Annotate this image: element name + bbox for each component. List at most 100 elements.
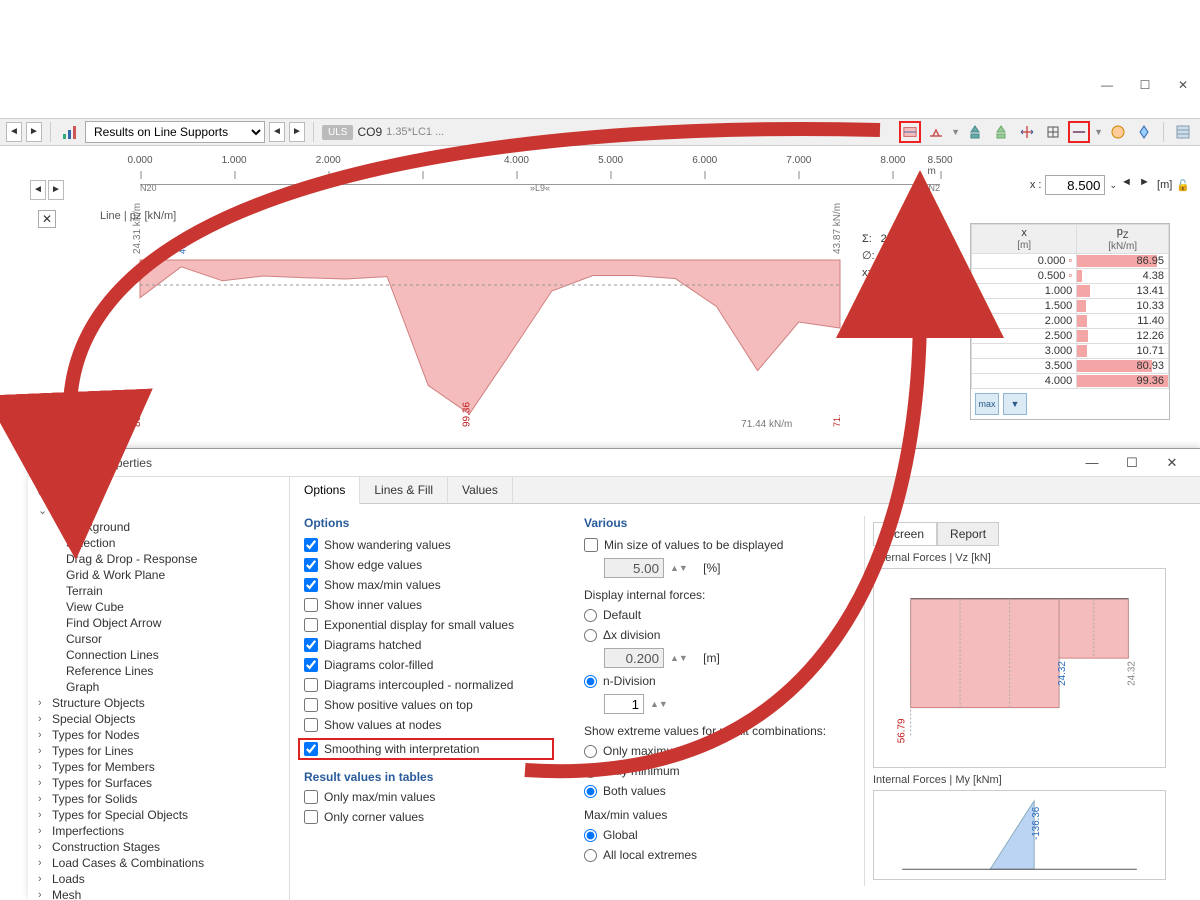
df-radio[interactable] [584,675,597,688]
preview-tab-screen[interactable]: Screen [873,522,937,546]
df-label: Default [603,608,641,622]
ruler-tick: 2.000 [316,155,341,166]
maximize-button[interactable]: ☐ [1138,78,1152,92]
filter-button-2[interactable]: ▼ [1003,393,1027,415]
dx-input[interactable] [604,648,664,668]
ex-radio[interactable] [584,745,597,758]
table-row[interactable]: 0.500 ◦4.38 [972,269,1169,284]
tree-item[interactable]: Imperfections [38,823,279,839]
option-checkbox[interactable] [304,558,318,572]
tool-icon-7[interactable] [1172,121,1194,143]
next-button[interactable]: ► [26,122,42,142]
ex-radio[interactable] [584,765,597,778]
tree-item[interactable]: Mesh [38,887,279,900]
support-icon[interactable] [925,121,947,143]
option-checkbox[interactable] [304,678,318,692]
tree-item[interactable]: Loads [38,871,279,887]
n-input[interactable] [604,694,644,714]
option-checkbox[interactable] [304,538,318,552]
dialog-maximize[interactable]: ☐ [1112,455,1152,471]
min-size-checkbox[interactable] [584,538,598,552]
x-prev[interactable]: ◄ [1121,176,1135,194]
tree-item[interactable]: Special Objects [38,711,279,727]
tool-icon-6[interactable] [1133,121,1155,143]
close-panel-button[interactable]: ✕ [38,210,56,228]
dialog-minimize[interactable]: — [1072,455,1112,470]
x-next[interactable]: ► [1139,176,1153,194]
option-checkbox[interactable] [304,742,318,756]
tree-item[interactable]: Construction Stages [38,839,279,855]
tree-item[interactable]: Graph [38,679,279,695]
tree-item[interactable]: View Cube [38,599,279,615]
minimize-button[interactable]: — [1100,78,1114,92]
tab-options[interactable]: Options [290,477,360,504]
rv-checkbox[interactable] [304,810,318,824]
ex-radio[interactable] [584,785,597,798]
lock-icon[interactable]: 🔓 [1176,179,1190,192]
tool-icon-2[interactable] [990,121,1012,143]
tool-icon-5[interactable] [1107,121,1129,143]
df-radio[interactable] [584,609,597,622]
min-size-input[interactable] [604,558,664,578]
table-row[interactable]: 0.000 ◦86.95 [972,254,1169,269]
tree-item[interactable]: Selection [38,535,279,551]
tree-item[interactable]: Structure Objects [38,695,279,711]
option-checkbox[interactable] [304,598,318,612]
tree-item[interactable]: Types for Special Objects [38,807,279,823]
prev-button[interactable]: ◄ [6,122,22,142]
svg-text:24.31 kN/m: 24.31 kN/m [132,203,143,254]
table-row[interactable]: 2.00011.40 [972,314,1169,329]
table-row[interactable]: 1.00013.41 [972,284,1169,299]
option-checkbox[interactable] [304,638,318,652]
option-checkbox[interactable] [304,698,318,712]
tool-icon-3[interactable] [1016,121,1038,143]
filter-max-button[interactable]: max [975,393,999,415]
tree-item[interactable]: Types for Nodes [38,727,279,743]
results-type-select[interactable]: Results on Line Supports [85,121,265,143]
tree-item[interactable]: Types for Lines [38,743,279,759]
tab-values[interactable]: Values [448,477,513,503]
tree-item[interactable]: Grid & Work Plane [38,567,279,583]
smoothing-icon[interactable] [1068,121,1090,143]
tree-item[interactable]: Drag & Drop - Response [38,551,279,567]
table-row[interactable]: 4.00099.36 [972,374,1169,389]
ex-label: Only maximum [603,744,683,758]
tree-item[interactable]: Background [38,519,279,535]
rv-checkbox[interactable] [304,790,318,804]
dialog-icon: 🛠 [36,456,51,470]
dropdown-prev[interactable]: ◄ [269,122,285,142]
option-checkbox[interactable] [304,578,318,592]
tool-icon-1[interactable] [964,121,986,143]
option-checkbox[interactable] [304,718,318,732]
tree-item[interactable]: Types for Surfaces [38,775,279,791]
dialog-close[interactable]: ✕ [1152,455,1192,471]
tree-item[interactable]: Find Object Arrow [38,615,279,631]
df-radio[interactable] [584,629,597,642]
mm-radio[interactable] [584,829,597,842]
close-button[interactable]: ✕ [1176,78,1190,92]
option-checkbox[interactable] [304,618,318,632]
table-row[interactable]: 1.50010.33 [972,299,1169,314]
tree-general[interactable]: General [38,503,279,519]
nav-next[interactable]: ► [48,180,64,200]
nav-prev[interactable]: ◄ [30,180,46,200]
tree-item[interactable]: Cursor [38,631,279,647]
tree-item[interactable]: Load Cases & Combinations [38,855,279,871]
tree-item[interactable]: Types for Members [38,759,279,775]
tree-item[interactable]: Terrain [38,583,279,599]
x-value-input[interactable] [1045,175,1105,195]
tree-item[interactable]: Connection Lines [38,647,279,663]
table-row[interactable]: 3.00010.71 [972,344,1169,359]
result-diagram-icon[interactable] [899,121,921,143]
tab-lines & fill[interactable]: Lines & Fill [360,477,448,503]
table-row[interactable]: 2.50012.26 [972,329,1169,344]
tree-item[interactable]: Types for Solids [38,791,279,807]
tree-item[interactable]: Reference Lines [38,663,279,679]
mm-label: All local extremes [603,848,697,862]
mm-radio[interactable] [584,849,597,862]
option-checkbox[interactable] [304,658,318,672]
preview-tab-report[interactable]: Report [937,522,999,546]
table-row[interactable]: 3.50080.93 [972,359,1169,374]
dropdown-next[interactable]: ► [289,122,305,142]
tool-icon-4[interactable] [1042,121,1064,143]
